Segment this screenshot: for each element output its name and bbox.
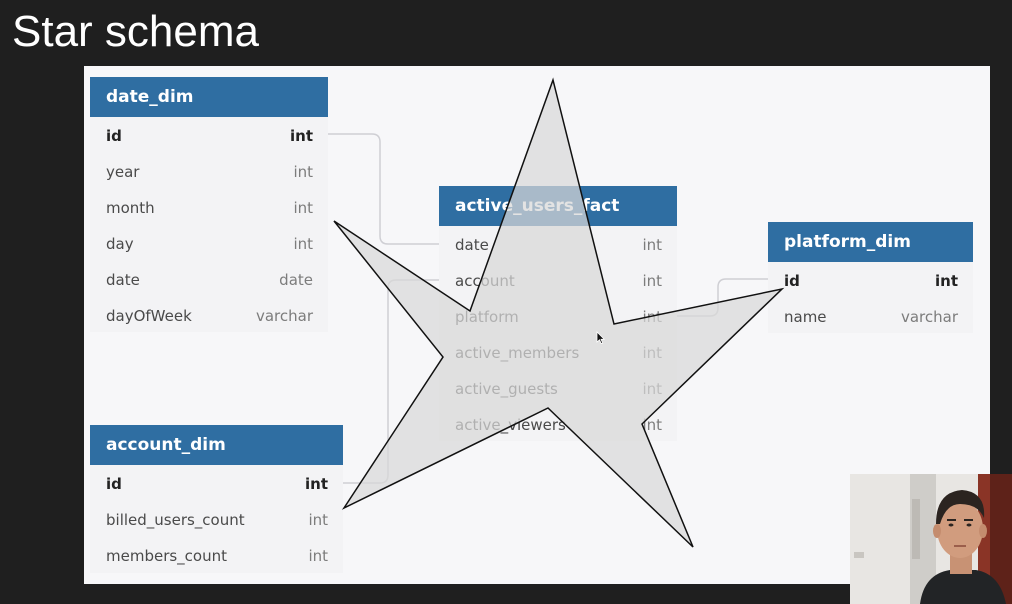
column-row[interactable]: date int xyxy=(439,227,677,263)
table-active-users-fact[interactable]: active_users_fact date int account int pla… xyxy=(439,186,677,441)
table-account-dim[interactable]: account_dim id int billed_users_count int … xyxy=(90,425,343,573)
column-row[interactable]: id int xyxy=(90,466,343,502)
column-name: name xyxy=(784,308,827,326)
column-name: billed_users_count xyxy=(106,511,245,529)
column-name: day xyxy=(106,235,134,253)
column-name: account xyxy=(455,272,515,290)
column-row[interactable]: month int xyxy=(90,190,328,226)
column-row[interactable]: active_viewers int xyxy=(439,407,677,443)
column-name: platform xyxy=(455,308,519,326)
column-name: id xyxy=(106,127,122,145)
column-row[interactable]: active_guests int xyxy=(439,371,677,407)
table-header[interactable]: platform_dim xyxy=(768,222,973,262)
column-row[interactable]: date date xyxy=(90,262,328,298)
column-type: int xyxy=(642,380,662,398)
column-name: active_members xyxy=(455,344,580,362)
column-name: month xyxy=(106,199,155,217)
column-name: active_guests xyxy=(455,380,558,398)
column-name: active_viewers xyxy=(455,416,566,434)
table-date-dim[interactable]: date_dim id int year int month int day int d… xyxy=(90,77,328,332)
column-type: int xyxy=(293,163,313,181)
column-name: year xyxy=(106,163,140,181)
mouse-cursor-icon xyxy=(596,331,606,345)
column-type: int xyxy=(935,272,958,290)
table-header[interactable]: active_users_fact xyxy=(439,186,677,226)
column-type: varchar xyxy=(900,308,958,326)
column-type: int xyxy=(308,547,328,565)
column-row[interactable]: platform int xyxy=(439,299,677,335)
column-row[interactable]: billed_users_count int xyxy=(90,502,343,538)
column-type: int xyxy=(308,511,328,529)
column-row[interactable]: day int xyxy=(90,226,328,262)
column-type: int xyxy=(293,235,313,253)
webcam-video xyxy=(850,474,1012,604)
column-list: id int name varchar xyxy=(768,262,973,335)
column-list: id int billed_users_count int members_coun… xyxy=(90,465,343,574)
column-row[interactable]: id int xyxy=(768,263,973,299)
column-type: int xyxy=(290,127,313,145)
column-type: int xyxy=(642,416,662,434)
table-header[interactable]: date_dim xyxy=(90,77,328,117)
column-type: varchar xyxy=(255,307,313,325)
column-type: int xyxy=(642,272,662,290)
column-name: id xyxy=(784,272,800,290)
column-name: date xyxy=(455,236,489,254)
column-row[interactable]: year int xyxy=(90,154,328,190)
column-name: date xyxy=(106,271,140,289)
presenter-image xyxy=(850,474,1012,604)
column-list: date int account int platform int active_me… xyxy=(439,226,677,443)
column-row[interactable]: account int xyxy=(439,263,677,299)
column-type: int xyxy=(293,199,313,217)
table-header[interactable]: account_dim xyxy=(90,425,343,465)
column-type: int xyxy=(642,236,662,254)
column-name: id xyxy=(106,475,122,493)
column-list: id int year int month int day int date date d… xyxy=(90,117,328,334)
table-platform-dim[interactable]: platform_dim id int name varchar xyxy=(768,222,973,333)
column-name: members_count xyxy=(106,547,228,565)
column-row[interactable]: dayOfWeek varchar xyxy=(90,298,328,334)
column-row[interactable]: active_members int xyxy=(439,335,677,371)
column-row[interactable]: members_count int xyxy=(90,538,343,574)
slide-title: Star schema xyxy=(12,7,259,56)
column-row[interactable]: name varchar xyxy=(768,299,973,335)
column-type: date xyxy=(279,271,313,289)
column-type: int xyxy=(305,475,328,493)
column-type: int xyxy=(642,308,662,326)
column-name: dayOfWeek xyxy=(106,307,192,325)
column-row[interactable]: id int xyxy=(90,118,328,154)
column-type: int xyxy=(642,344,662,362)
